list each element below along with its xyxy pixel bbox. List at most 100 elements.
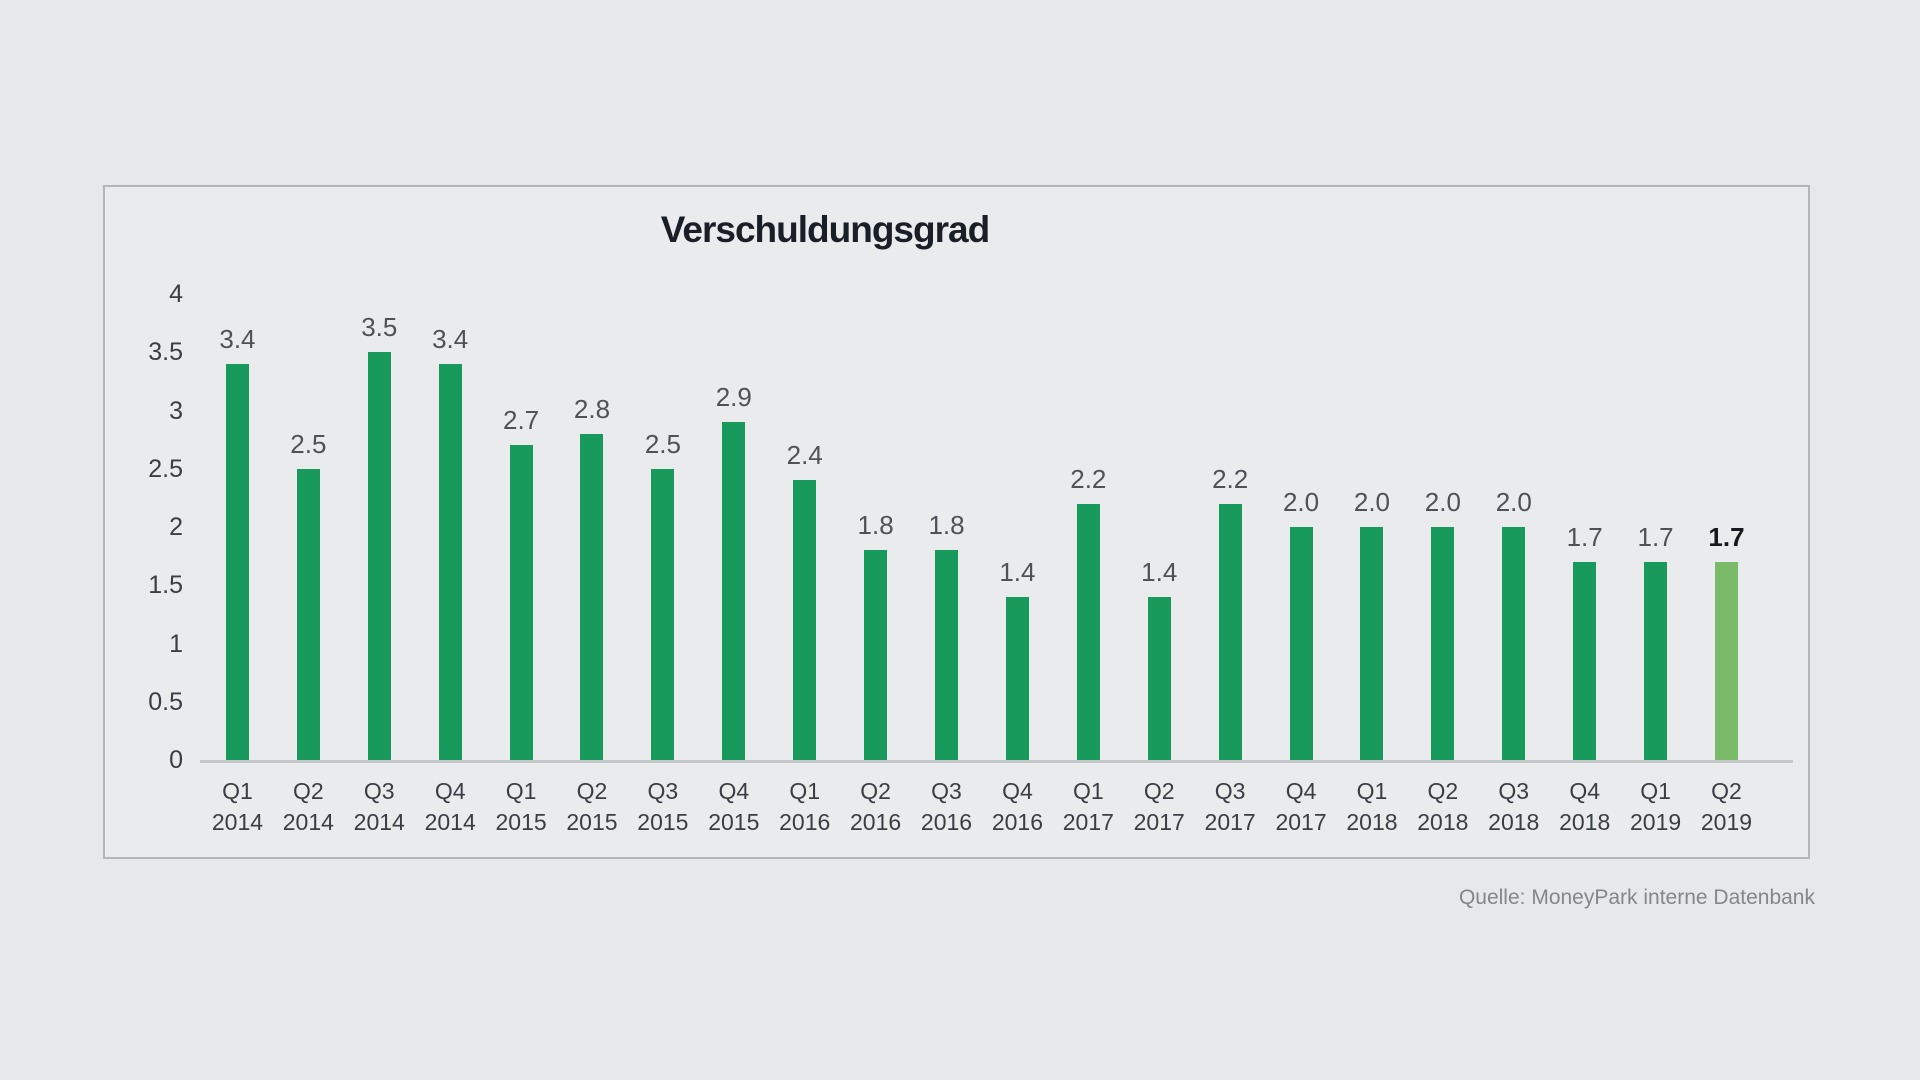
chart-title: Verschuldungsgrad [660, 209, 990, 250]
bar [1147, 596, 1171, 760]
bar-value-label: 2.5 [290, 428, 327, 459]
bar-column: 2.5 [627, 247, 698, 760]
bar-column: 2.7 [486, 247, 557, 760]
source-note: Quelle: MoneyPark interne Datenbank [1458, 886, 1815, 909]
x-tick-label: Q4 2015 [708, 778, 760, 835]
bar [1005, 596, 1029, 760]
bar-value-label: 1.4 [1141, 556, 1178, 587]
chart-panel: Verschuldungsgrad 4 3.5 3 2.5 2 1.5 1 0.5 0 3.4 2… [103, 185, 1810, 859]
x-tick-label: Q3 2016 [920, 778, 973, 835]
bar-column: 2.5 [273, 247, 344, 760]
bar-value-label: 1.7 [1637, 521, 1674, 552]
x-axis: Q1 2014 Q2 2014 Q3 2014 Q4 2014 Q1 2015 Q2 2015 Q3 20… [202, 776, 1762, 838]
bar-value-label: 2.8 [573, 393, 611, 424]
bar [793, 480, 817, 760]
x-tick-label: Q4 2016 [991, 778, 1043, 835]
bar-value-label: 1.8 [857, 510, 894, 541]
bar-column: 1.7 [1620, 247, 1691, 760]
bar [1218, 503, 1242, 760]
bar [296, 468, 320, 760]
bar-value-label: 1.4 [999, 556, 1036, 587]
bar [367, 352, 391, 760]
x-tick-label: Q2 2015 [566, 778, 618, 835]
y-tick-label: 3.5 [148, 338, 183, 367]
x-tick-label: Q2 2017 [1133, 778, 1185, 835]
bar-column: 2.0 [1266, 247, 1337, 760]
bar-value-label: 1.7 [1566, 521, 1603, 552]
bar-value-label: 2.9 [715, 382, 752, 413]
bar-column: 1.7 [1549, 247, 1620, 760]
bar [935, 550, 959, 760]
bar-value-label: 3.4 [219, 323, 256, 354]
bar-column: 3.4 [202, 247, 273, 760]
bar-value-label: 1.8 [928, 510, 965, 541]
bar-value-label: 2.2 [1070, 463, 1107, 494]
x-tick-label: Q2 2014 [282, 778, 334, 835]
bar-value-label: 2.2 [1212, 463, 1249, 494]
bar-column: 1.4 [1124, 247, 1195, 760]
bar [1644, 561, 1668, 760]
bar [1360, 527, 1384, 760]
bar-column: 1.8 [840, 247, 911, 760]
bar-value-label: 1.7 [1708, 521, 1745, 552]
plot-area: 3.4 2.5 3.5 3.4 2.7 2.8 2.5 2.9 2.4 1.8 1.8 1.4 2.2 1… [202, 247, 1762, 760]
bar [580, 433, 604, 760]
bar [1714, 561, 1738, 760]
bar-column: 2.2 [1053, 247, 1124, 760]
x-tick-label: Q4 2017 [1275, 778, 1327, 835]
bar-value-label: 2.5 [644, 428, 681, 459]
y-tick-label: 0.5 [148, 687, 183, 716]
x-tick-label: Q1 2018 [1346, 778, 1398, 835]
bar [864, 550, 888, 760]
x-tick-label: Q3 2017 [1204, 778, 1256, 835]
x-tick-label: Q2 2018 [1417, 778, 1469, 835]
y-axis: 4 3.5 3 2.5 2 1.5 1 0.5 0 [105, 187, 183, 857]
x-tick-label: Q1 2017 [1062, 778, 1114, 835]
x-tick-label: Q2 2016 [850, 778, 902, 835]
bar-column: 3.4 [415, 247, 486, 760]
bar [1431, 527, 1455, 760]
bar-value-label: 2.0 [1353, 487, 1391, 517]
bar [509, 445, 533, 760]
bar-column: 2.8 [557, 247, 628, 760]
bar-column: 2.0 [1337, 247, 1408, 760]
x-tick-label: Q3 2018 [1488, 778, 1540, 835]
bar [1502, 527, 1526, 760]
x-tick-label: Q3 2014 [353, 778, 405, 835]
y-tick-label: 4 [169, 280, 183, 308]
x-tick-label: Q1 2016 [779, 778, 831, 835]
y-tick-label: 1 [169, 629, 183, 658]
y-tick-label: 2 [169, 513, 183, 541]
bar-value-label: 2.0 [1282, 487, 1320, 517]
y-tick-label: 1.5 [148, 571, 183, 600]
bar [438, 363, 462, 760]
bar-column: 1.8 [911, 247, 982, 760]
bar-column: 3.5 [344, 247, 415, 760]
bar-value-label: 3.5 [361, 312, 398, 343]
x-tick-label: Q4 2014 [424, 778, 476, 835]
x-tick-label: Q1 2015 [495, 778, 547, 835]
y-tick-label: 3 [169, 396, 183, 425]
bar [1573, 561, 1597, 760]
bar-column: 2.4 [769, 247, 840, 760]
y-tick-label: 0 [169, 746, 183, 774]
x-tick-label: Q3 2015 [637, 778, 689, 835]
axis-baseline [200, 760, 1793, 763]
bar-value-label: 3.4 [432, 323, 469, 354]
x-tick-label: Q2 2019 [1700, 778, 1753, 835]
bar [651, 468, 675, 760]
bar-column: 1.4 [982, 247, 1053, 760]
bar [1076, 503, 1100, 760]
bar-column: 2.0 [1407, 247, 1478, 760]
bar-column: 2.9 [698, 247, 769, 760]
bar [722, 422, 746, 760]
bar-value-label: 2.7 [503, 405, 540, 436]
y-tick-label: 2.5 [148, 454, 183, 483]
x-tick-label: Q1 2019 [1629, 778, 1682, 835]
bar-column: 2.2 [1195, 247, 1266, 760]
x-tick-label: Q4 2018 [1559, 778, 1611, 835]
bar-value-label: 2.0 [1495, 487, 1532, 517]
x-tick-label: Q1 2014 [211, 778, 264, 835]
bar-column: 1.7 [1691, 247, 1762, 760]
bar-column: 2.0 [1478, 247, 1549, 760]
